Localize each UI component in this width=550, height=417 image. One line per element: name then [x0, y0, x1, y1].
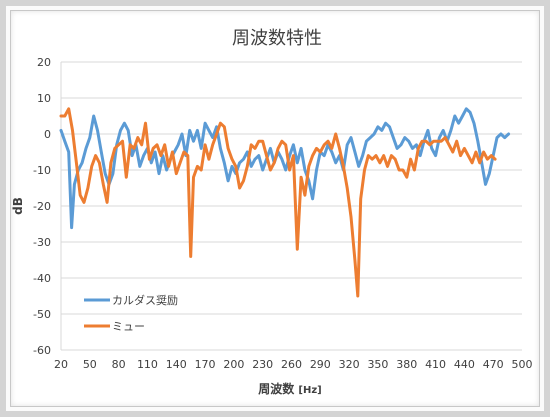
y-tick-label: 20	[37, 56, 51, 69]
x-tick-label: 80	[112, 358, 126, 371]
x-tick-label: 110	[137, 358, 158, 371]
x-tick-label: 20	[54, 358, 68, 371]
y-tick-label: 0	[44, 128, 51, 141]
y-axis-ticks: 20 10 0 -10 -20 -30 -40 -50 -60	[33, 56, 51, 357]
y-tick-label: -30	[33, 236, 51, 249]
x-tick-label: 170	[195, 358, 216, 371]
x-tick-label: 500	[512, 358, 533, 371]
x-tick-label: 410	[425, 358, 446, 371]
x-axis-label: 周波数 [Hz]	[258, 381, 322, 396]
x-tick-label: 140	[166, 358, 187, 371]
series-line-2	[59, 107, 497, 298]
chart-area	[10, 10, 540, 407]
x-axis-ticks: 20 50 80 110 140 170 200 230 260 290 320 350 380 410 4…	[54, 358, 533, 371]
chart-title: 周波数特性	[232, 28, 322, 49]
x-axis-label-text: 周波数	[258, 381, 295, 396]
x-tick-label: 440	[454, 358, 475, 371]
x-tick-label: 320	[339, 358, 360, 371]
x-tick-label: 260	[281, 358, 302, 371]
x-tick-label: 290	[310, 358, 331, 371]
y-tick-label: 10	[37, 92, 51, 105]
x-tick-label: 230	[252, 358, 273, 371]
y-tick-label: -50	[33, 308, 51, 321]
y-axis-label: dB	[11, 197, 25, 215]
y-tick-label: -20	[33, 200, 51, 213]
y-tick-label: -10	[33, 164, 51, 177]
x-tick-label: 380	[396, 358, 417, 371]
x-tick-label: 200	[223, 358, 244, 371]
x-tick-label: 350	[367, 358, 388, 371]
y-tick-label: -40	[33, 272, 51, 285]
series-line-1	[59, 107, 511, 230]
y-tick-label: -60	[33, 344, 51, 357]
x-axis-label-unit: [Hz]	[298, 385, 321, 396]
x-tick-label: 50	[83, 358, 97, 371]
x-tick-label: 470	[483, 358, 504, 371]
legend-label: ミュー	[112, 320, 145, 333]
gridlines	[60, 61, 522, 351]
series-lines	[59, 107, 511, 298]
legend-label: カルダス奨励	[112, 293, 178, 307]
